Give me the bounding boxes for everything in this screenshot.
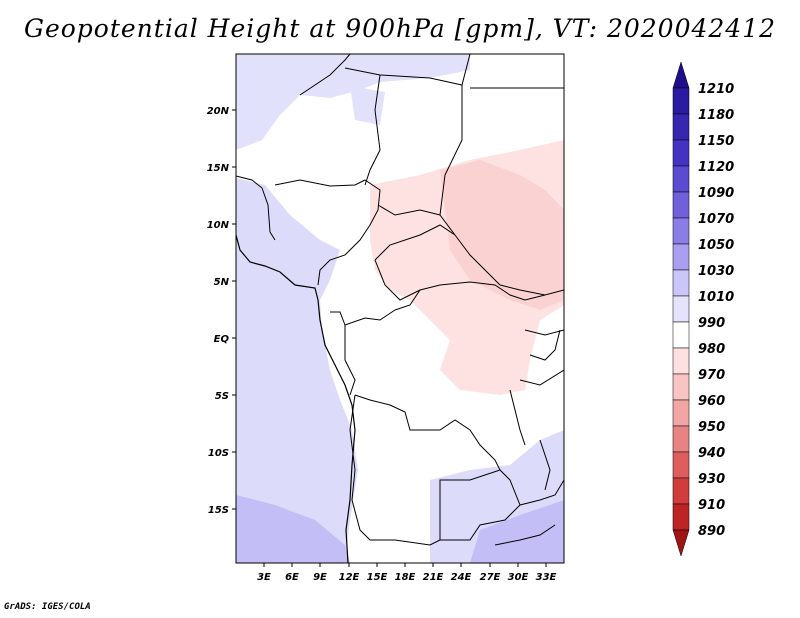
x-tick-label: 24E <box>451 572 472 583</box>
colorbar-label: 1120 <box>698 160 734 175</box>
y-tick-label: 5N <box>214 277 230 288</box>
colorbar-swatch <box>672 87 690 115</box>
colorbar-swatch <box>672 503 690 531</box>
border-niger-chad <box>364 74 381 186</box>
border-north-1 <box>299 54 351 96</box>
border-niger-nigeria <box>274 179 366 187</box>
colorbar-label: 1180 <box>698 108 734 123</box>
border-north-2 <box>344 54 471 86</box>
colorbar-label: 910 <box>698 498 725 513</box>
colorbar-label: 1090 <box>698 186 734 201</box>
coastline <box>236 234 356 563</box>
colorbar-label: 930 <box>698 472 725 487</box>
map-title: Geopotential Height at 900hPa [gpm], VT:… <box>23 14 777 43</box>
x-tick-label: 18E <box>395 572 416 583</box>
y-tick-label: EQ <box>214 334 230 345</box>
east-pink-region <box>440 160 564 310</box>
colorbar-swatch <box>672 321 690 349</box>
colorbar-label: 990 <box>698 316 725 331</box>
zambezi-region <box>494 524 556 546</box>
colorbar-label: 1010 <box>698 290 734 305</box>
southeast-darker-blue <box>470 500 564 563</box>
border-gabon-congo <box>330 309 396 326</box>
lake-victoria <box>529 329 561 361</box>
y-tick-marks <box>232 109 236 510</box>
southwest-blue-region <box>236 495 350 563</box>
x-tick-labels: 3E 6E 9E 12E 15E 18E 21E 24E 27E 30E 33E <box>257 572 556 583</box>
colorbar-label: 890 <box>698 524 725 539</box>
colorbar-label: 940 <box>698 446 725 461</box>
border-angola-south <box>349 394 441 546</box>
colorbar-label: 980 <box>698 342 725 357</box>
border-car-south <box>374 259 546 301</box>
grads-credit: GrADS: IGES/COLA <box>4 602 91 612</box>
border-drc-angola <box>354 394 501 471</box>
y-tick-labels: 20N 15N 10N 5N EQ 5S 10S 15S <box>207 106 230 516</box>
map-frame <box>235 53 565 564</box>
border-car-north <box>374 224 456 261</box>
x-tick-label: 30E <box>508 572 529 583</box>
north-blue-region <box>236 54 470 150</box>
colorbar: 1210 1180 1150 1120 1090 1070 1050 1030 1010 990 9… <box>672 61 734 557</box>
colorbar-label: 950 <box>698 420 725 435</box>
border-congo-west <box>344 325 356 396</box>
colorbar-label: 1030 <box>698 264 734 279</box>
colorbar-swatch <box>672 139 690 167</box>
colorbar-label: 1210 <box>698 82 734 97</box>
y-tick-label: 10S <box>208 448 229 459</box>
y-tick-label: 15S <box>208 505 229 516</box>
y-tick-label: 15N <box>207 163 230 174</box>
colorbar-swatch <box>672 399 690 427</box>
colorbar-swatch <box>672 165 690 193</box>
x-tick-label: 3E <box>257 572 271 583</box>
colorbar-swatch <box>672 243 690 271</box>
border-southsudan <box>499 284 564 296</box>
y-tick-label: 20N <box>207 106 230 117</box>
border-tanzania <box>519 369 564 386</box>
x-tick-marks <box>263 563 547 567</box>
colorbar-bottom-triangle <box>672 529 690 557</box>
x-tick-label: 6E <box>285 572 299 583</box>
colorbar-swatch <box>672 451 690 479</box>
colorbar-top-triangle <box>672 61 690 89</box>
border-zambia-south <box>440 469 521 541</box>
colorbar-swatch <box>672 425 690 453</box>
colorbar-label: 1070 <box>698 212 734 227</box>
west-coast <box>236 234 356 563</box>
colorbar-label: 960 <box>698 394 725 409</box>
colorbar-label: 1150 <box>698 134 734 149</box>
lake-tanganyika <box>509 389 526 446</box>
border-angola-zambia <box>439 469 501 540</box>
border-congo-drc-n <box>394 289 421 311</box>
x-tick-label: 21E <box>423 572 444 583</box>
border-uganda-kenya <box>524 329 564 336</box>
colorbar-swatch <box>672 477 690 505</box>
y-tick-label: 10N <box>207 220 230 231</box>
x-tick-label: 33E <box>536 572 557 583</box>
colorbar-swatch <box>672 347 690 375</box>
border-nigeria-cameroon <box>317 179 381 286</box>
x-tick-label: 12E <box>339 572 360 583</box>
x-tick-label: 27E <box>480 572 501 583</box>
y-tick-label: 5S <box>215 391 229 402</box>
x-tick-label: 15E <box>367 572 388 583</box>
colorbar-label: 1050 <box>698 238 734 253</box>
colorbar-swatch <box>672 269 690 297</box>
lake-malawi <box>539 439 551 491</box>
atlantic-blue-region <box>236 178 358 563</box>
colorbar-swatch <box>672 217 690 245</box>
colorbar-swatch <box>672 113 690 141</box>
border-malawi <box>519 479 564 506</box>
colorbar-swatch <box>672 295 690 323</box>
country-boundaries <box>236 54 564 546</box>
north-blue-patch <box>350 86 385 125</box>
border-chad-car <box>377 204 441 216</box>
x-tick-label: 9E <box>313 572 327 583</box>
colorbar-swatch <box>672 191 690 219</box>
colorbar-label: 970 <box>698 368 725 383</box>
colorbar-swatch <box>672 373 690 401</box>
border-chad-sudan <box>439 85 501 286</box>
border-westafrica <box>236 175 276 241</box>
